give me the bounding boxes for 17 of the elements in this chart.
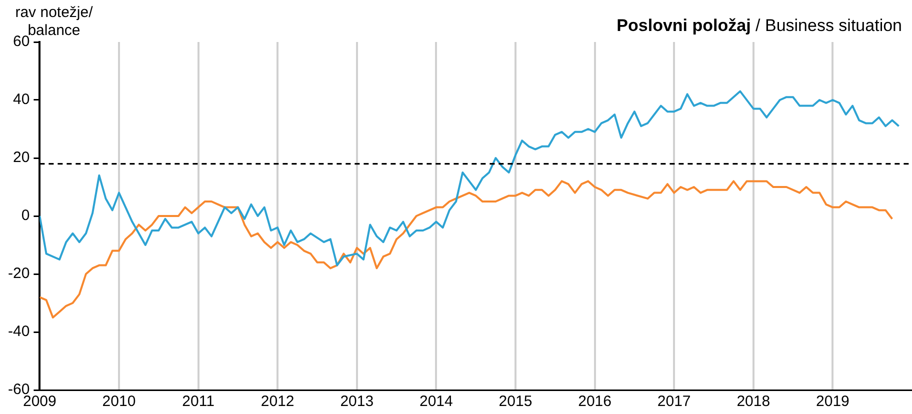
x-tick-label: 2010 [102,393,136,410]
y-tick-label: 20 [12,149,30,166]
x-tick-label: 2017 [657,393,691,410]
x-tick-label: 2013 [340,393,374,410]
chart-subtitle: / Business situation [756,16,902,35]
x-tick-label: 2015 [498,393,532,410]
x-tick-label: 2019 [816,393,850,410]
chart-title: Poslovni položaj [616,16,751,35]
x-tick-label: 2016 [578,393,612,410]
x-tick-label: 2011 [182,393,214,410]
x-tick-label: 2012 [260,393,294,410]
y-tick-label: 0 [21,207,30,224]
y-tick-label: -20 [8,265,30,282]
y-tick-label: 40 [12,91,30,108]
x-tick-label: 2018 [736,393,770,410]
x-tick-label: 2014 [420,393,453,410]
y-tick-label: -40 [8,323,30,340]
